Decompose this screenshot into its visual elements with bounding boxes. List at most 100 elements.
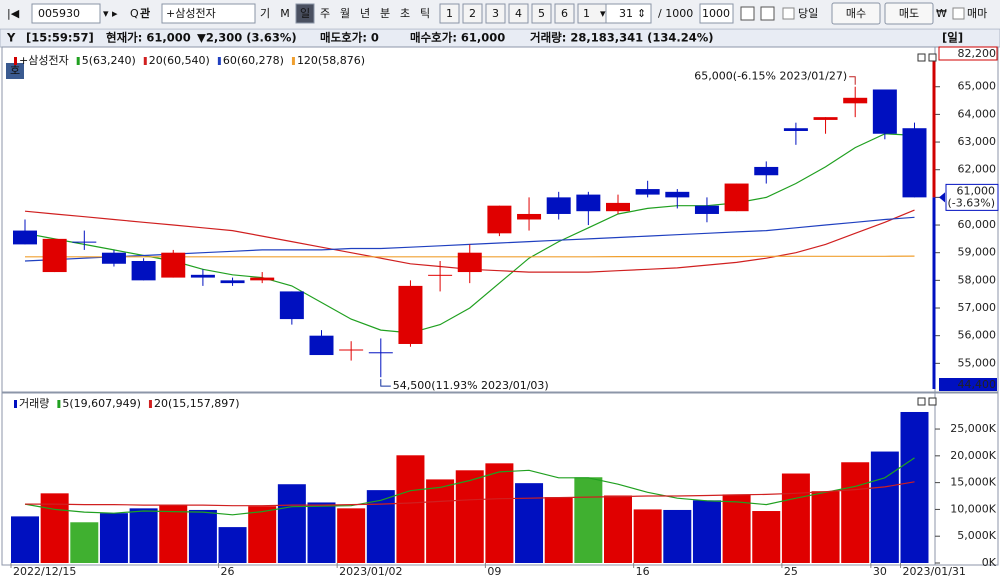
count-input[interactable]	[605, 3, 652, 24]
candle-body	[724, 183, 749, 212]
volume-bar	[455, 470, 484, 563]
volume-bar	[366, 490, 395, 563]
checkbox[interactable]	[952, 7, 965, 20]
candle-body	[131, 260, 156, 281]
info-period: [일]	[942, 31, 963, 45]
last-change: (-3.63%)	[948, 196, 996, 209]
y-tick-label: 64,000	[958, 107, 997, 120]
icon[interactable]	[760, 6, 775, 21]
side-button-label[interactable]: 호	[10, 64, 20, 77]
page-label[interactable]: 5	[538, 7, 545, 20]
page-label[interactable]: 3	[492, 7, 499, 20]
volume-bar	[248, 506, 277, 563]
period-button[interactable]: 틱	[420, 7, 430, 20]
info-price: 현재가: 61,000	[106, 31, 191, 45]
volume-bar	[722, 494, 751, 563]
checkbox[interactable]	[782, 7, 795, 20]
period-button[interactable]: 분	[380, 7, 390, 20]
legend-swatch	[217, 57, 221, 65]
high-label: 65,000(-6.15% 2023/01/27)	[694, 70, 847, 83]
min-box	[939, 378, 997, 391]
page-button[interactable]	[462, 3, 483, 24]
dropdown-icon[interactable]: ▾ ▸	[103, 7, 118, 20]
volume-bar	[663, 509, 692, 563]
candle-body	[487, 205, 512, 234]
price-pointer	[939, 192, 945, 203]
period-button[interactable]: M	[280, 7, 290, 20]
spinner[interactable]: ⇕	[637, 7, 646, 20]
legend-label: +삼성전자	[19, 54, 69, 67]
pane-icon[interactable]	[928, 397, 937, 406]
volume-bar	[485, 463, 514, 563]
extra[interactable]: 매마	[967, 7, 987, 20]
period-button[interactable]: 일	[300, 6, 310, 20]
count2-input[interactable]	[699, 3, 734, 24]
legend-label: 20(15,157,897)	[154, 397, 240, 410]
page-button[interactable]	[485, 3, 506, 24]
page-label[interactable]: 6	[561, 7, 568, 20]
legend-swatch	[148, 400, 152, 408]
buy-label[interactable]: 매수	[846, 7, 866, 20]
x-tick-label: 16	[636, 565, 650, 578]
volume-bar	[870, 451, 899, 563]
stock-name: +삼성전자	[166, 7, 216, 20]
y-tick-label: 0K	[982, 556, 997, 569]
info-time: [15:59:57]	[26, 31, 94, 45]
candle-body	[72, 241, 97, 243]
y-tick-label: 60,000	[958, 218, 997, 231]
period-button[interactable]: 년	[360, 7, 370, 20]
sell-label[interactable]: 매도	[899, 7, 919, 20]
page-label[interactable]: 2	[469, 7, 476, 20]
period-button[interactable]: 주	[320, 7, 330, 20]
pane-icon[interactable]	[928, 53, 937, 62]
volume-bar	[40, 493, 69, 563]
x-tick-label: 2023/01/31	[903, 565, 966, 578]
search-icon[interactable]: Q	[130, 7, 139, 20]
page-button[interactable]	[508, 3, 529, 24]
page-select-label[interactable]: 1	[583, 7, 590, 20]
menu-icon[interactable]: Y	[6, 31, 16, 45]
page-label[interactable]: 1	[446, 7, 453, 20]
buy-button[interactable]	[831, 2, 881, 25]
candle-body	[220, 280, 245, 284]
code-input[interactable]	[31, 3, 101, 24]
side-button[interactable]	[6, 63, 24, 79]
candle-body	[190, 274, 215, 278]
volume-bar	[188, 509, 217, 563]
legend-label: 5(63,240)	[82, 54, 136, 67]
volume-bar	[70, 522, 99, 563]
name-input[interactable]	[161, 3, 256, 24]
legend-label: 120(58,876)	[297, 54, 365, 67]
period-selected[interactable]	[295, 3, 315, 24]
volume-bar	[129, 508, 158, 563]
page-label[interactable]: 4	[515, 7, 522, 20]
x-tick-label: 2023/01/02	[339, 565, 402, 578]
sell-button[interactable]	[884, 2, 934, 25]
page-button[interactable]	[439, 3, 460, 24]
page-button[interactable]	[554, 3, 575, 24]
candle-body	[546, 197, 571, 214]
volume-bar	[426, 479, 455, 563]
search[interactable]: 관	[140, 6, 150, 20]
icon[interactable]	[740, 6, 755, 21]
legend-label: 거래량	[19, 397, 49, 410]
page-button[interactable]	[531, 3, 552, 24]
annotation-arrow	[380, 379, 391, 387]
nav-icon[interactable]: |◀	[7, 7, 20, 20]
today[interactable]: 당일	[798, 6, 818, 20]
period-button[interactable]: 초	[400, 7, 410, 20]
dropdown-icon[interactable]: ▾	[600, 7, 606, 20]
candle-body	[42, 238, 67, 273]
pane-icon[interactable]	[917, 53, 926, 62]
volume-bar	[692, 500, 721, 563]
candle-body	[872, 89, 897, 134]
volume-bar	[574, 477, 603, 563]
won-icon[interactable]: ₩	[936, 7, 947, 20]
period-button[interactable]: 월	[340, 7, 350, 20]
code: 005930	[38, 7, 80, 20]
volume-bar	[159, 505, 188, 563]
period-button[interactable]: 기	[260, 7, 270, 20]
pane-icon[interactable]	[917, 397, 926, 406]
volume-bar	[841, 462, 870, 563]
volume-bar	[544, 497, 573, 563]
